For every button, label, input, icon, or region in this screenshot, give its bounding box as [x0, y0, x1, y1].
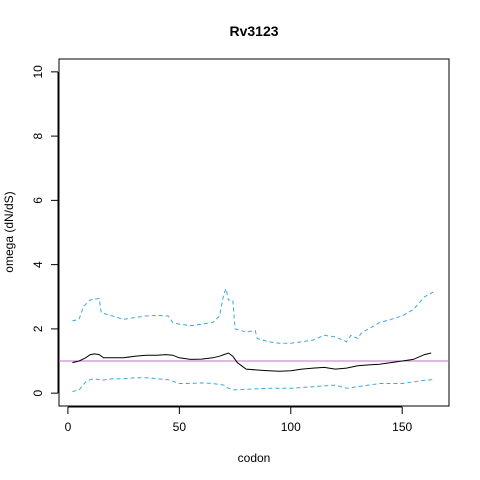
plot-frame	[58, 58, 450, 407]
y-tick-label: 2	[31, 325, 45, 332]
y-tick-label: 8	[31, 132, 45, 139]
y-axis: 0 2 4 6 8 10	[31, 65, 59, 396]
series-line-upper-bound	[72, 287, 434, 344]
x-axis-label: codon	[238, 451, 271, 465]
chart-title: Rv3123	[229, 23, 278, 39]
x-tick-label: 50	[173, 420, 187, 434]
x-axis: 0 50 100 150	[65, 406, 413, 434]
series-line-estimate	[72, 352, 432, 372]
y-tick-label: 4	[31, 261, 45, 268]
x-tick-label: 150	[392, 420, 412, 434]
x-tick-label: 100	[281, 420, 301, 434]
y-tick-label: 10	[31, 65, 45, 79]
y-axis-label: omega (dN/dS)	[2, 191, 16, 272]
y-tick-label: 6	[31, 197, 45, 204]
x-tick-label: 0	[65, 420, 72, 434]
series-layer	[72, 287, 434, 392]
y-tick-label: 0	[31, 389, 45, 396]
series-line-lower-bound	[72, 377, 434, 392]
